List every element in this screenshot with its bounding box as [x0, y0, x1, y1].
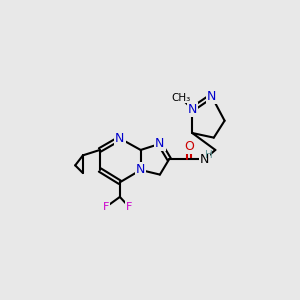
- Text: N: N: [207, 90, 216, 103]
- Text: N: N: [155, 137, 165, 150]
- Text: F: F: [103, 202, 109, 212]
- Text: N: N: [188, 103, 197, 116]
- Text: F: F: [126, 202, 132, 212]
- Text: N: N: [115, 132, 124, 145]
- Text: N: N: [136, 164, 145, 176]
- Text: CH₃: CH₃: [171, 93, 190, 103]
- Text: H: H: [205, 150, 213, 160]
- Text: O: O: [184, 140, 194, 153]
- Text: N: N: [200, 153, 209, 166]
